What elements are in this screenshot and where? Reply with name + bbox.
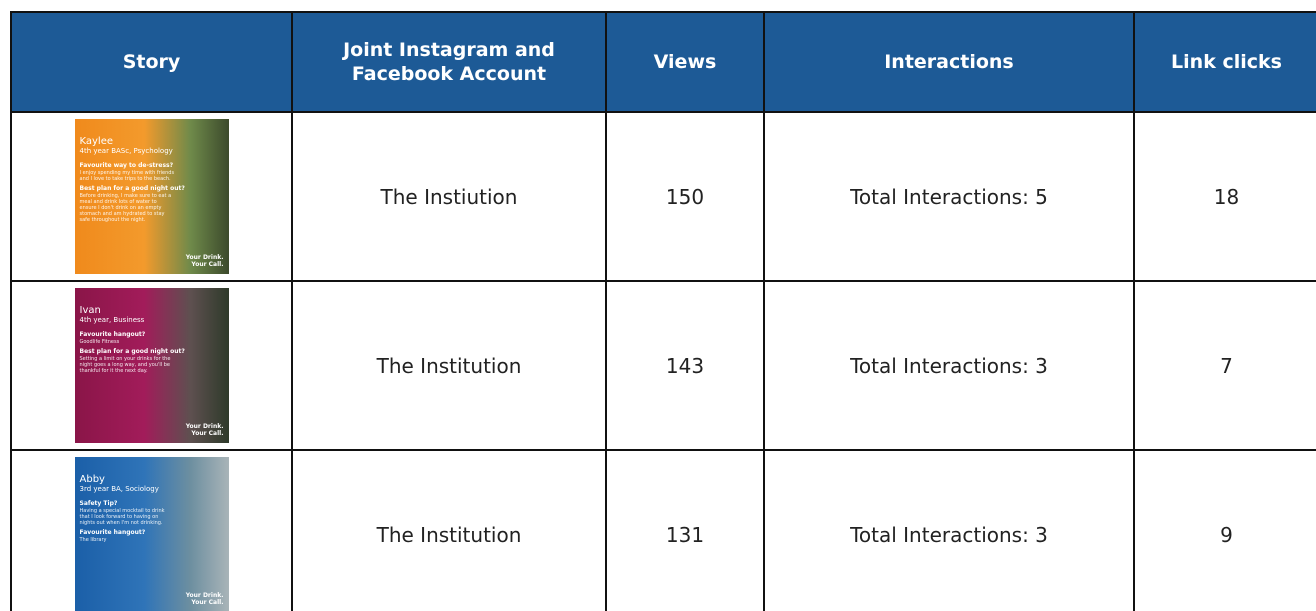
story-sign: Your Drink. Your Call.	[184, 423, 224, 437]
page: StoryJoint Instagram and Facebook Accoun…	[0, 0, 1316, 611]
story-sign: Your Drink. Your Call.	[184, 254, 224, 268]
account-cell: The Institution	[292, 281, 606, 450]
story-answer: Goodlife Fitness	[80, 339, 175, 345]
story-subtitle: 4th year, Business	[80, 316, 225, 325]
account-cell: The Instiution	[292, 112, 606, 281]
story-answer: I enjoy spending my time with friends an…	[80, 170, 175, 182]
story-question: Favourite hangout?	[80, 529, 225, 537]
header-cell: Views	[606, 12, 764, 112]
story-question: Safety Tip?	[80, 500, 225, 508]
interactions-cell: Total Interactions: 5	[764, 112, 1134, 281]
story-question: Best plan for a good night out?	[80, 348, 225, 356]
views-cell: 143	[606, 281, 764, 450]
link-clicks-cell: 18	[1134, 112, 1316, 281]
story-question: Best plan for a good night out?	[80, 185, 225, 193]
views-cell: 150	[606, 112, 764, 281]
story-subtitle: 4th year BASc, Psychology	[80, 147, 225, 156]
story-answer: The library	[80, 537, 175, 543]
story-answer: Setting a limit on your drinks for the n…	[80, 356, 175, 374]
account-cell: The Institution	[292, 450, 606, 611]
story-question: Favourite way to de-stress?	[80, 162, 225, 170]
story-answer: Having a special mocktail to drink that …	[80, 508, 175, 526]
link-clicks-cell: 7	[1134, 281, 1316, 450]
story-name: Kaylee	[80, 137, 225, 147]
interactions-cell: Total Interactions: 3	[764, 450, 1134, 611]
story-name: Ivan	[80, 306, 225, 316]
header-cell: Story	[11, 12, 292, 112]
story-sign: Your Drink. Your Call.	[184, 592, 224, 606]
story-subtitle: 3rd year BA, Sociology	[80, 485, 225, 494]
views-cell: 131	[606, 450, 764, 611]
story-question: Favourite hangout?	[80, 331, 225, 339]
header-cell: Interactions	[764, 12, 1134, 112]
header-cell: Joint Instagram and Facebook Account	[292, 12, 606, 112]
header-cell: Link clicks	[1134, 12, 1316, 112]
story-name: Abby	[80, 475, 225, 485]
interactions-cell: Total Interactions: 3	[764, 281, 1134, 450]
story-answer: Before drinking, I make sure to eat a me…	[80, 193, 175, 223]
link-clicks-cell: 9	[1134, 450, 1316, 611]
